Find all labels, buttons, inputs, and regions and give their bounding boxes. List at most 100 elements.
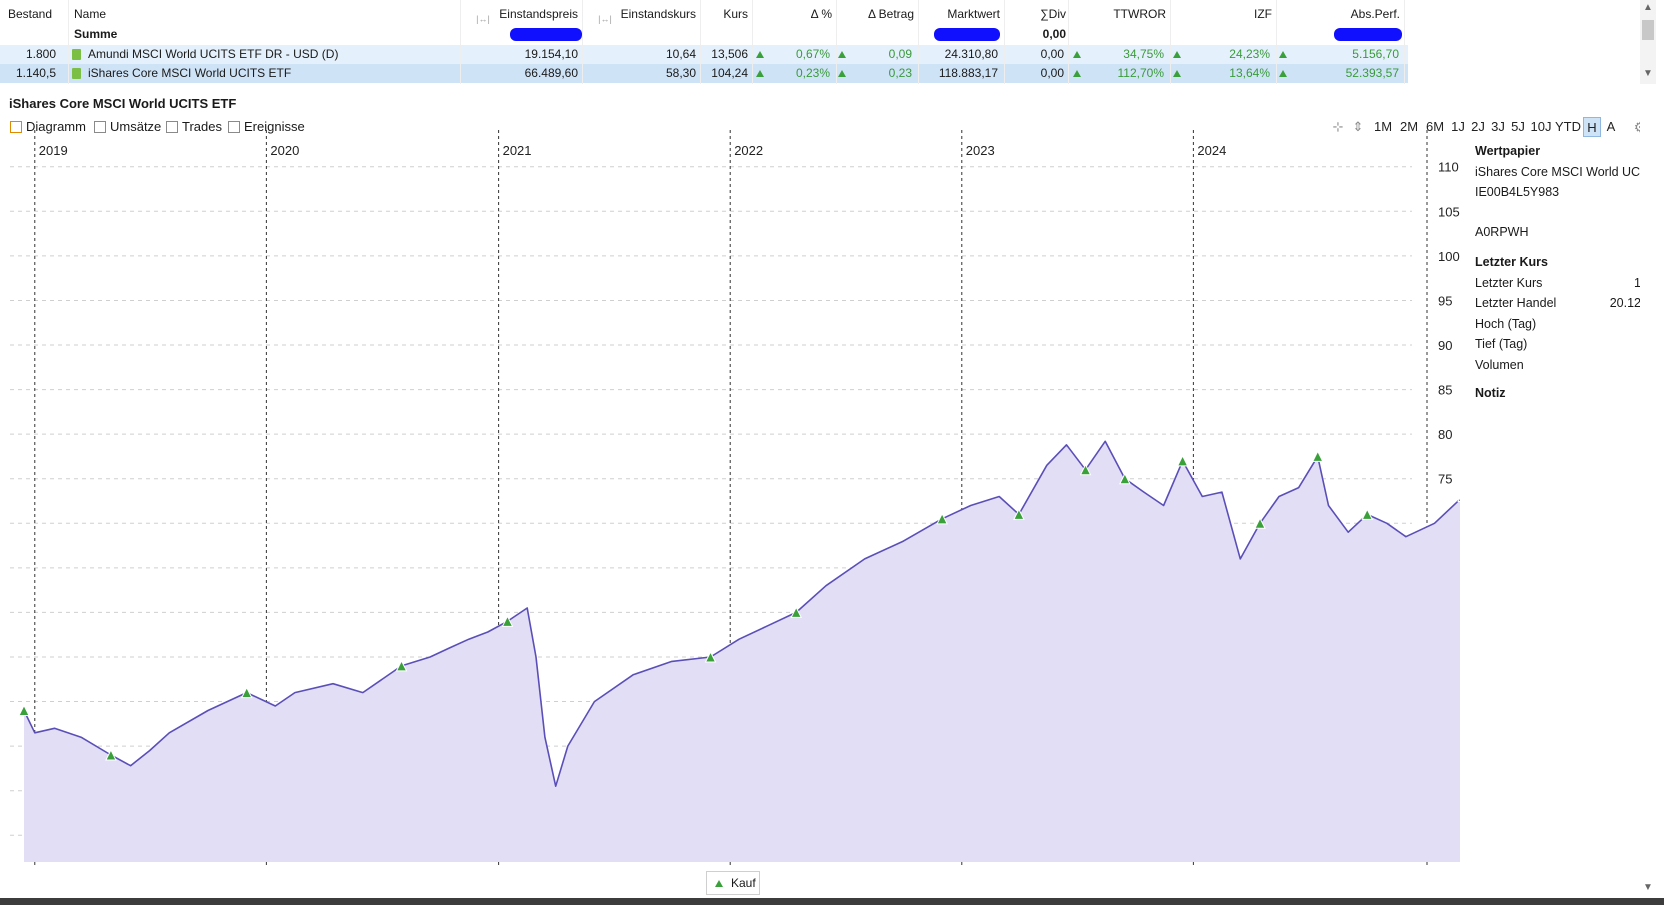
option-ereignisse[interactable]: Ereignisse: [244, 119, 305, 134]
crosshair-icon[interactable]: ⊹: [1332, 119, 1344, 134]
scroll-down-icon[interactable]: ▼: [1643, 882, 1653, 893]
range-1j[interactable]: 1J: [1451, 119, 1465, 134]
security-name: iShares Core MSCI World UCIT: [1475, 165, 1652, 179]
letzter-handel-label: Letzter Handel: [1475, 296, 1557, 310]
scroll-thumb[interactable]: [1642, 20, 1654, 40]
year-label: 2021: [503, 143, 532, 158]
redaction-mark: [1334, 28, 1402, 41]
scroll-up-icon[interactable]: ▲: [1643, 2, 1653, 13]
scroll-down-icon[interactable]: ▼: [1643, 68, 1653, 79]
checkbox-trades[interactable]: [166, 121, 178, 133]
column-divider: [1276, 0, 1277, 84]
letzter-kurs-label: Letzter Kurs: [1475, 276, 1543, 290]
header-ttwror[interactable]: TTWROR: [1113, 7, 1166, 21]
cell-einstandspreis: 66.489,60: [524, 66, 578, 80]
column-divider: [918, 0, 919, 84]
range-6m[interactable]: 6M: [1425, 119, 1445, 134]
buy-marker: [1457, 496, 1460, 503]
security-wkn: A0RPWH: [1475, 225, 1529, 239]
cell-sum-div: 0,00: [1040, 47, 1064, 61]
y-tick-label: 105: [1438, 204, 1460, 219]
up-arrow-icon: [756, 70, 764, 77]
header-abs-perf[interactable]: Abs.Perf.: [1350, 7, 1400, 21]
column-divider: [700, 0, 701, 84]
column-width-icon[interactable]: |↔|: [598, 14, 612, 24]
range-2j[interactable]: 2J: [1471, 119, 1485, 134]
header-bestand[interactable]: Bestand: [8, 7, 53, 21]
year-label: 2020: [270, 143, 299, 158]
cell-delta-pct: 0,23%: [795, 66, 830, 80]
buy-marker: [240, 686, 253, 699]
buy-marker: [936, 512, 948, 525]
volumen-label: Volumen: [1475, 358, 1524, 372]
cell-kurs: 13,506: [711, 47, 748, 61]
column-divider: [752, 0, 753, 84]
buy-marker: [790, 606, 802, 618]
table-row[interactable]: 1.140,5 iShares Core MSCI World UCITS ET…: [0, 64, 1408, 83]
buy-marker: [1013, 508, 1025, 520]
table-row[interactable]: 1.800 Amundi MSCI World UCITS ETF DR - U…: [0, 45, 1408, 64]
buy-marker: [1079, 463, 1092, 476]
tief-label: Tief (Tag): [1475, 337, 1528, 351]
up-arrow-icon: [1173, 70, 1181, 77]
y-tick-label: 85: [1438, 383, 1452, 398]
cell-name: Amundi MSCI World UCITS ETF DR - USD (D): [88, 47, 339, 61]
checkbox-diagramm[interactable]: [10, 121, 22, 133]
range-3j[interactable]: 3J: [1491, 119, 1505, 134]
chart-section-title: iShares Core MSCI World UCITS ETF: [9, 96, 237, 111]
header-delta-betrag[interactable]: Δ Betrag: [867, 7, 914, 21]
option-trades[interactable]: Trades: [182, 119, 222, 134]
hoch-label: Hoch (Tag): [1475, 317, 1537, 331]
legend-label-kauf: Kauf: [731, 876, 756, 890]
scale-toggle-icon[interactable]: ⇕: [1352, 119, 1364, 134]
price-chart[interactable]: 3540455055606570758085909510010511020192…: [0, 130, 1460, 870]
page-scrollbar[interactable]: ▼: [1640, 90, 1656, 898]
header-einstandspreis[interactable]: Einstandspreis: [499, 7, 578, 21]
y-tick-label: 75: [1438, 472, 1452, 487]
year-label: 2024: [1197, 143, 1226, 158]
table-scrollbar[interactable]: ▲ ▼: [1640, 0, 1656, 84]
range-a[interactable]: A: [1606, 119, 1616, 134]
header-delta-pct[interactable]: Δ %: [810, 7, 832, 21]
cell-einstandspreis: 19.154,10: [524, 47, 578, 61]
cell-bestand: 1.140,5: [15, 66, 56, 80]
up-arrow-icon: [1073, 70, 1081, 77]
cell-delta-pct: 0,67%: [795, 47, 830, 61]
summary-sum-div: 0,00: [1042, 27, 1066, 41]
range-h[interactable]: H: [1583, 117, 1601, 137]
checkbox-umsaetze[interactable]: [94, 121, 106, 133]
range-10j[interactable]: 10J: [1530, 119, 1552, 134]
range-ytd[interactable]: YTD: [1555, 119, 1581, 134]
cell-einstandskurs: 10,64: [665, 47, 696, 61]
wertpapier-heading: Wertpapier: [1475, 144, 1541, 158]
header-sum-div[interactable]: ∑Div: [1040, 7, 1066, 21]
header-einstandskurs[interactable]: Einstandskurs: [620, 7, 696, 21]
header-name[interactable]: Name: [74, 7, 107, 21]
up-arrow-icon: [756, 51, 764, 58]
header-kurs[interactable]: Kurs: [723, 7, 748, 21]
buy-marker: [1176, 454, 1189, 467]
security-file-icon: [72, 49, 81, 60]
cell-abs-perf: 52.393,57: [1345, 66, 1399, 80]
checkbox-ereignisse[interactable]: [228, 121, 240, 133]
column-width-icon[interactable]: |↔|: [476, 14, 490, 24]
up-arrow-icon: [1279, 51, 1287, 58]
up-arrow-icon: [838, 70, 846, 77]
range-1m[interactable]: 1M: [1373, 119, 1393, 134]
column-divider: [1404, 0, 1405, 84]
letzter-kurs-heading: Letzter Kurs: [1475, 255, 1548, 269]
range-5j[interactable]: 5J: [1511, 119, 1525, 134]
security-isin: IE00B4L5Y983: [1475, 185, 1560, 199]
y-tick-label: 80: [1438, 427, 1452, 442]
buy-marker: [501, 615, 514, 627]
price-area: [24, 441, 1460, 862]
cell-bestand: 1.800: [25, 47, 56, 61]
cell-ttwror: 34,75%: [1123, 47, 1164, 61]
buy-marker: [1119, 472, 1131, 485]
option-umsaetze[interactable]: Umsätze: [110, 119, 162, 134]
header-izf[interactable]: IZF: [1254, 7, 1272, 21]
y-tick-label: 110: [1438, 160, 1459, 175]
range-2m[interactable]: 2M: [1399, 119, 1419, 134]
option-diagramm[interactable]: Diagramm: [26, 119, 86, 134]
header-marktwert[interactable]: Marktwert: [947, 7, 1000, 21]
